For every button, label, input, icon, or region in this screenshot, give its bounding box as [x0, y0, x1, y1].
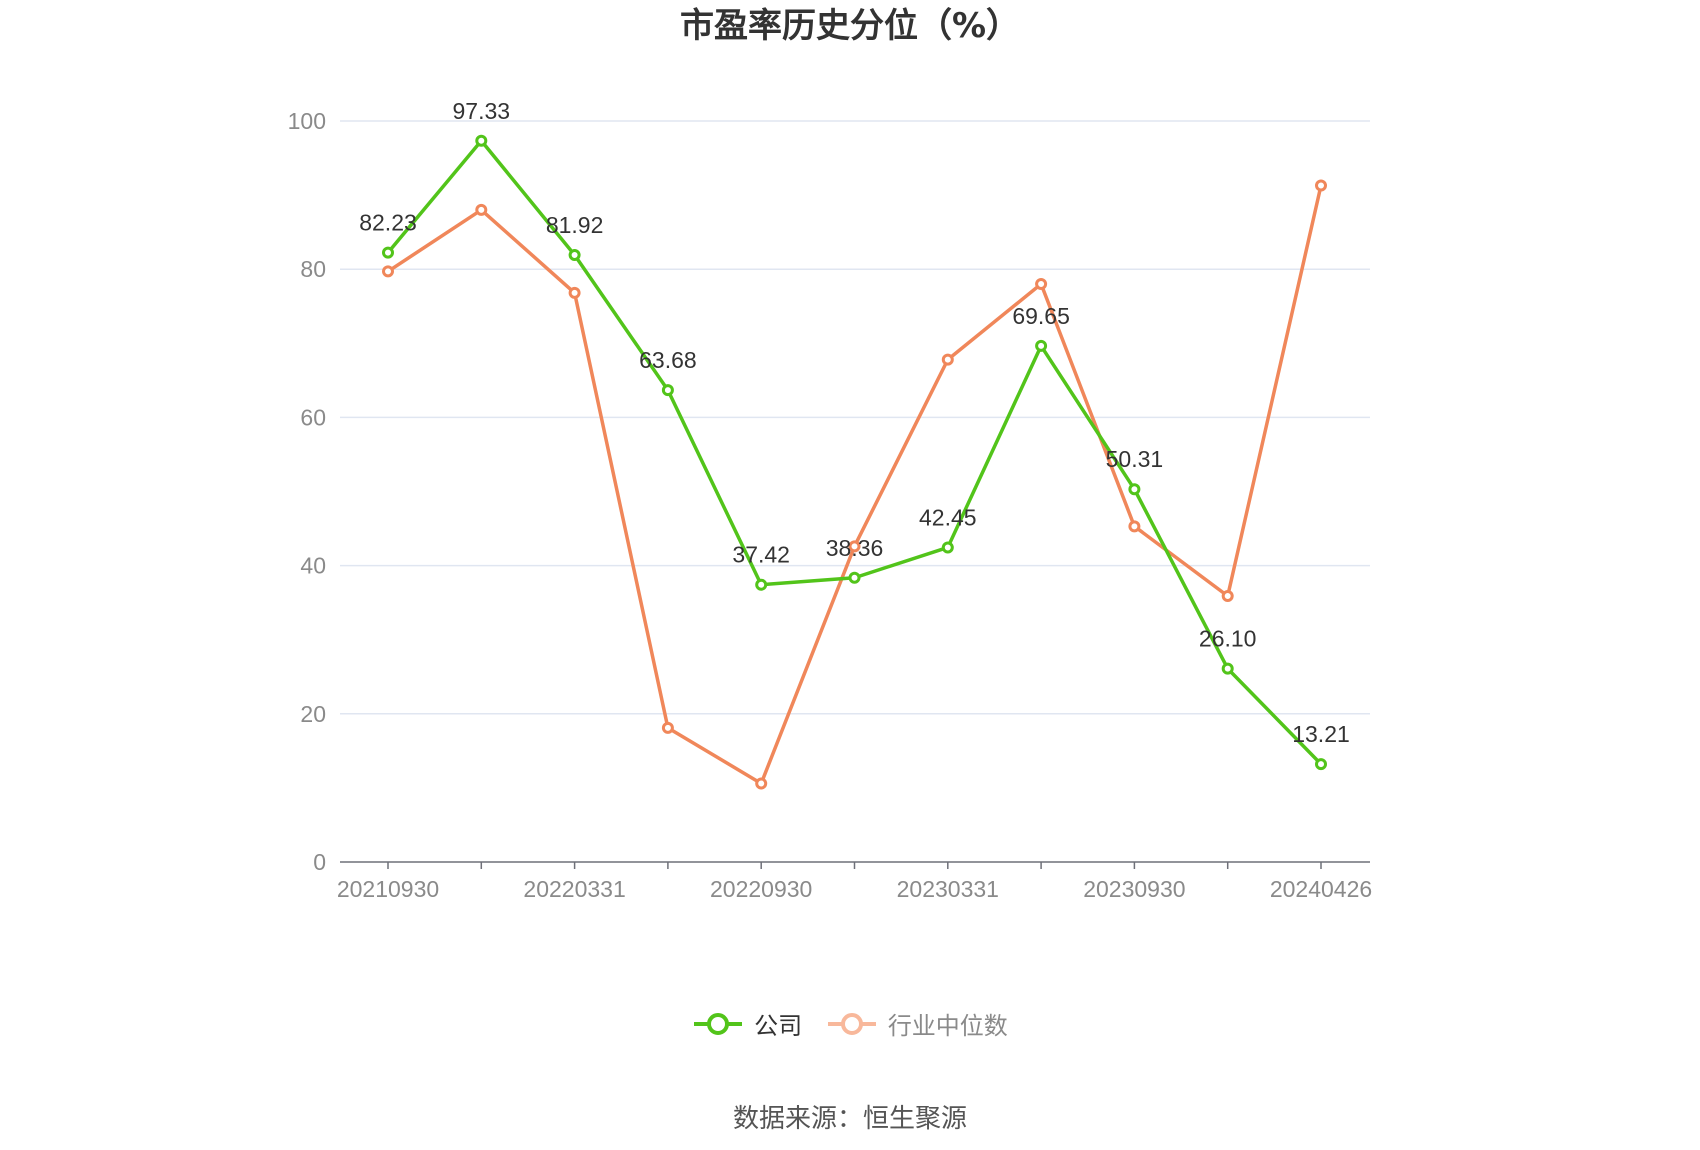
series-lines [386, 139, 1323, 786]
x-tick-label-20210930: 20210930 [337, 876, 439, 902]
data-point-industry[interactable] [382, 265, 394, 278]
data-point-industry[interactable] [568, 286, 581, 299]
data-point-company[interactable] [1035, 339, 1048, 352]
data-point-company[interactable] [1128, 483, 1141, 496]
legend-company-label: 公司 [754, 1012, 803, 1040]
data-point-industry[interactable] [755, 777, 768, 790]
line-chart: 0 20 40 60 80 100 20210930 20220331 20220930 2023… [288, 98, 1373, 902]
data-source: 数据来源：恒生聚源 [732, 1104, 967, 1134]
x-tick-label-20220930: 20220930 [710, 876, 812, 902]
y-tick-label-100: 100 [288, 108, 326, 134]
data-point-company[interactable] [1221, 662, 1234, 675]
data-point-company[interactable] [755, 578, 768, 591]
y-tick-label-40: 40 [300, 553, 326, 579]
data-point-company[interactable] [1315, 758, 1327, 771]
series-markers [382, 134, 1327, 790]
data-point-company[interactable] [848, 571, 861, 584]
data-label: 38.36 [826, 535, 884, 561]
x-tick-label-20230930: 20230930 [1083, 876, 1185, 902]
legend-item-company[interactable]: 公司 [692, 1006, 802, 1041]
data-point-company[interactable] [941, 541, 954, 554]
data-point-industry[interactable] [941, 353, 954, 366]
grid-lines [340, 120, 1370, 715]
data-point-company[interactable] [568, 248, 581, 261]
data-label: 81.92 [546, 212, 604, 238]
chart-title: 市盈率历史分位（%） [679, 6, 1021, 46]
data-point-company[interactable] [382, 246, 394, 259]
y-tick-label-0: 0 [313, 849, 326, 875]
legend-industry-label: 行业中位数 [887, 1012, 1008, 1040]
data-label: 69.65 [1012, 303, 1070, 329]
series-line-company [386, 139, 1323, 766]
data-point-industry[interactable] [848, 540, 861, 553]
series-line-industry [387, 185, 1323, 786]
y-tick-label-80: 80 [300, 256, 326, 282]
x-tick-label-20230331: 20230331 [897, 876, 999, 902]
data-point-industry[interactable] [1221, 589, 1234, 602]
legend-company-icon [694, 1012, 743, 1035]
data-label: 82.23 [359, 210, 417, 236]
data-label: 63.68 [639, 347, 697, 373]
legend-industry-icon [827, 1012, 876, 1035]
data-point-industry[interactable] [1315, 179, 1327, 192]
data-point-industry[interactable] [1035, 278, 1048, 291]
data-point-industry[interactable] [661, 721, 674, 734]
data-label: 42.45 [919, 504, 977, 530]
data-point-company[interactable] [475, 134, 488, 147]
data-label: 50.31 [1106, 446, 1164, 472]
data-label: 13.21 [1292, 721, 1350, 747]
y-tick-label-60: 60 [300, 404, 326, 430]
data-label: 26.10 [1199, 626, 1257, 652]
data-label: 37.42 [732, 542, 790, 568]
data-point-company[interactable] [661, 384, 674, 397]
legend-item-industry[interactable]: 行业中位数 [826, 1006, 1008, 1041]
data-label: 97.33 [453, 98, 511, 124]
data-point-industry[interactable] [1128, 520, 1141, 533]
y-tick-label-20: 20 [300, 701, 326, 727]
x-tick-label-20240426: 20240426 [1270, 876, 1372, 902]
data-point-industry[interactable] [475, 203, 488, 216]
x-tick-label-20220331: 20220331 [523, 876, 625, 902]
legend: 公司 行业中位数 [0, 1006, 1700, 1042]
data-labels: 82.23 97.33 81.92 63.68 37.42 38.36 42.45 69.65… [359, 98, 1350, 747]
axes: 0 20 40 60 80 100 20210930 20220331 20220930 2023… [288, 108, 1373, 902]
